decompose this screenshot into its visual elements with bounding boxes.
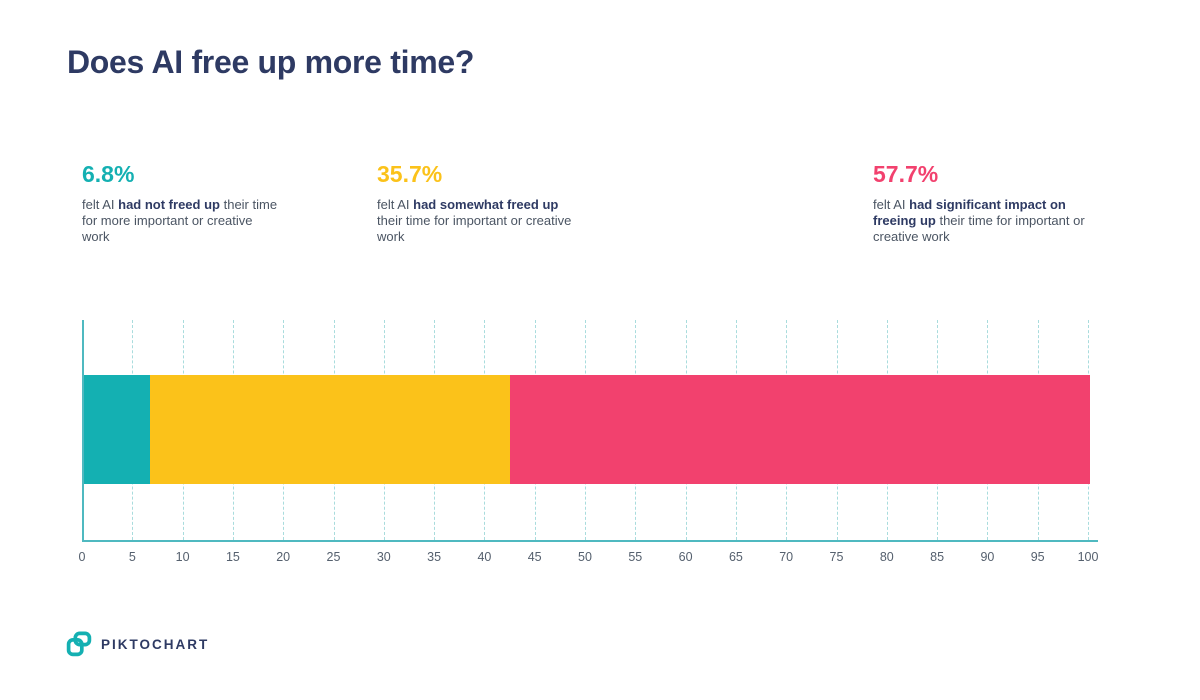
x-tick-label: 75: [829, 550, 844, 564]
x-axis-tick-labels: 0 5 10 15 20 25 30 35 40 45 50 55 60 65 70 75 80 85 90 95 10…: [78, 550, 1099, 570]
bar-segment: [509, 375, 1090, 484]
x-tick-label: 45: [527, 550, 542, 564]
stat-block: 57.7% felt AI had significant impact on f…: [873, 163, 1091, 245]
bar-segment: [82, 375, 151, 484]
x-tick-label: 20: [276, 550, 291, 564]
piktochart-wordmark: PIKTOCHART: [101, 636, 210, 652]
x-tick-label: 15: [225, 550, 240, 564]
stat-description: felt AI had not freed up their time for …: [82, 197, 278, 245]
stat-value: 6.8%: [82, 161, 135, 187]
x-tick-label: 85: [930, 550, 945, 564]
y-axis-line: [82, 320, 84, 540]
x-tick-label: 50: [578, 550, 592, 564]
x-tick-label: 5: [128, 550, 136, 564]
x-tick-label: 10: [175, 550, 190, 564]
x-tick-label: 95: [1030, 550, 1045, 564]
page-title: Does AI free up more time?: [67, 44, 475, 80]
x-tick-label: 80: [879, 550, 894, 564]
x-tick-label: 35: [427, 550, 442, 564]
stat-description: felt AI had somewhat freed up their time…: [377, 197, 572, 245]
x-tick-label: 55: [628, 550, 643, 564]
stats-row: 6.8% felt AI had not freed up their time …: [0, 163, 1200, 273]
x-axis-line: [82, 540, 1098, 542]
x-tick-label: 90: [980, 550, 995, 564]
piktochart-p-icon: [66, 631, 92, 657]
stat-description: felt AI had significant impact on freein…: [873, 197, 1085, 245]
x-tick-label: 0: [78, 550, 86, 564]
x-tick-label: 30: [376, 550, 391, 564]
stat-block: 6.8% felt AI had not freed up their time …: [82, 163, 278, 245]
bar-segment: [150, 375, 510, 484]
stat-value: 35.7%: [377, 161, 443, 187]
x-tick-label: 40: [477, 550, 492, 564]
x-tick-label: 60: [678, 550, 693, 564]
stacked-bar: [82, 375, 1090, 484]
stat-block: 35.7% felt AI had somewhat freed up their…: [377, 163, 582, 245]
piktochart-logo: PIKTOCHART: [66, 631, 209, 657]
x-tick-label: 100: [1077, 550, 1099, 564]
plot-area: [82, 320, 1098, 542]
stacked-bar-chart: 0 5 10 15 20 25 30 35 40 45 50 55 60 65 70 75 80 85 90 95 10…: [78, 320, 1112, 570]
stat-value: 57.7%: [873, 161, 939, 187]
x-tick-label: 25: [326, 550, 341, 564]
x-tick-label: 65: [728, 550, 743, 564]
x-tick-label: 70: [779, 550, 794, 564]
